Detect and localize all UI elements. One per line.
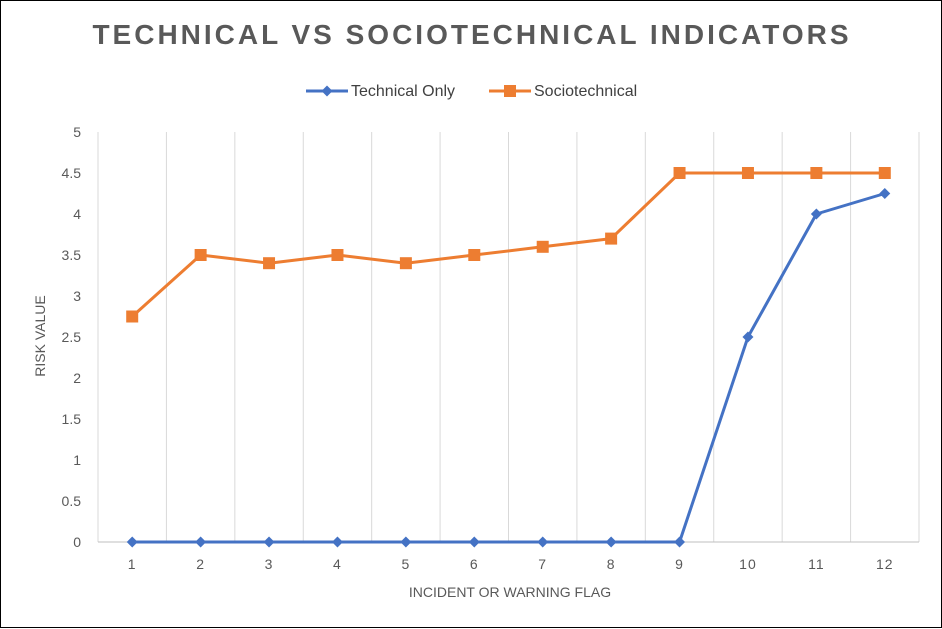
data-point xyxy=(400,536,412,548)
data-point xyxy=(195,536,207,548)
data-point xyxy=(468,536,480,548)
data-point xyxy=(878,167,891,179)
data-point xyxy=(742,331,754,343)
data-point xyxy=(399,257,412,270)
data-point xyxy=(468,249,481,261)
x-tick-label: 8 xyxy=(607,556,616,572)
data-point xyxy=(537,536,549,548)
y-tick-label: 1.5 xyxy=(62,411,82,427)
series-line xyxy=(132,192,886,544)
y-axis-label: RISK VALUE xyxy=(32,295,48,376)
x-tick-label: 7 xyxy=(538,556,547,572)
series-lines xyxy=(126,167,891,548)
x-tick-label: 1 xyxy=(128,556,137,572)
y-tick-label: 2.5 xyxy=(62,329,82,345)
data-point xyxy=(194,249,207,261)
y-tick-label: 2 xyxy=(73,370,81,386)
y-tick-label: 0.5 xyxy=(62,493,82,509)
data-point xyxy=(810,167,823,179)
x-tick-label: 6 xyxy=(470,556,479,572)
legend-swatch-marker xyxy=(504,85,516,97)
data-point xyxy=(605,232,618,245)
legend-label: Sociotechnical xyxy=(534,83,637,100)
data-point xyxy=(673,167,686,179)
legend-item: Sociotechnical xyxy=(489,83,637,100)
x-tick-label: 3 xyxy=(265,556,274,572)
data-point xyxy=(126,536,138,548)
legend: Technical Only Sociotechnical xyxy=(306,83,637,100)
data-point xyxy=(263,536,275,548)
data-point xyxy=(810,208,822,220)
x-tick-label: 12 xyxy=(876,556,894,572)
tick-labels: 00.511.522.533.544.551 2 3 4 5 6 7 8 9 10 11 12 xyxy=(62,124,894,572)
gridlines xyxy=(97,132,920,542)
y-tick-label: 4 xyxy=(73,206,81,222)
x-tick-label: 2 xyxy=(196,556,205,572)
x-tick-label: 11 xyxy=(808,556,825,572)
data-point xyxy=(741,167,754,179)
data-point xyxy=(674,536,686,548)
x-tick-label: 5 xyxy=(401,556,410,572)
chart-title: TECHNICAL VS SOCIOTECHNICAL INDICATORS xyxy=(92,19,852,50)
y-tick-label: 5 xyxy=(73,124,81,140)
y-tick-label: 3 xyxy=(73,288,81,304)
legend-label: Technical Only xyxy=(351,83,455,100)
data-point xyxy=(126,310,139,323)
data-point xyxy=(263,257,276,270)
legend-swatch-marker xyxy=(321,85,333,97)
series-1 xyxy=(126,188,891,548)
x-tick-label: 9 xyxy=(675,556,684,572)
x-axis-label: INCIDENT OR WARNING FLAG xyxy=(409,584,611,600)
y-tick-label: 0 xyxy=(73,534,81,550)
series-line xyxy=(131,171,885,318)
data-point xyxy=(331,536,343,548)
y-tick-label: 4.5 xyxy=(62,165,82,181)
y-tick-label: 3.5 xyxy=(62,247,82,263)
data-point xyxy=(605,536,617,548)
y-tick-label: 1 xyxy=(73,452,81,468)
data-point xyxy=(331,249,344,261)
x-tick-label: 4 xyxy=(333,556,342,572)
x-tick-label: 10 xyxy=(739,556,757,572)
legend-item: Technical Only xyxy=(306,83,455,100)
data-point xyxy=(879,188,891,199)
series-2 xyxy=(126,167,891,323)
data-point xyxy=(536,240,549,253)
